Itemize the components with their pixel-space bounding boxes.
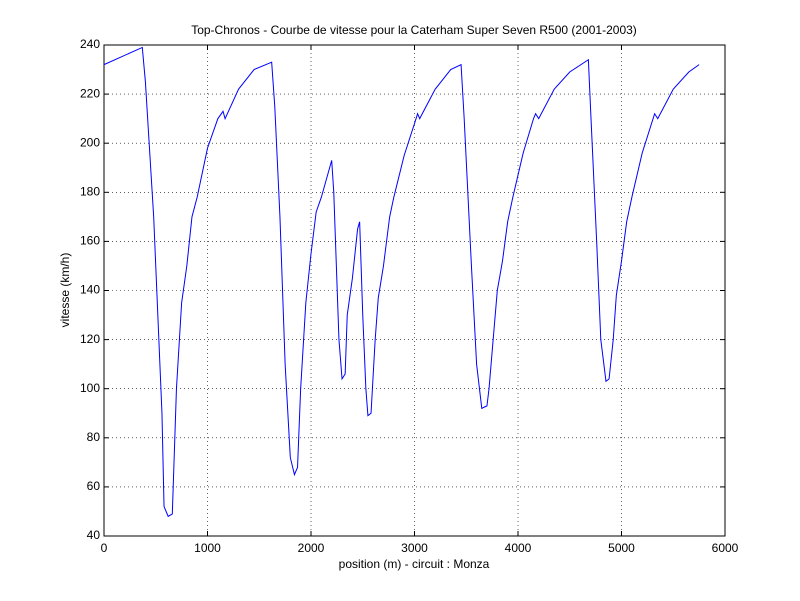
y-tick-label: 180 xyxy=(80,184,100,198)
x-tick-label: 3000 xyxy=(401,541,428,555)
x-tick-label: 4000 xyxy=(505,541,532,555)
y-tick-label: 80 xyxy=(87,430,101,444)
x-axis-label: position (m) - circuit : Monza xyxy=(339,557,490,571)
y-tick-label: 100 xyxy=(80,381,100,395)
chart-title: Top-Chronos - Courbe de vitesse pour la … xyxy=(191,23,637,37)
speed-line xyxy=(103,46,700,518)
plot-area xyxy=(104,45,725,536)
x-tick-label: 2000 xyxy=(298,541,325,555)
y-tick-label: 140 xyxy=(80,283,100,297)
y-tick-label: 240 xyxy=(80,37,100,51)
y-axis-label: vitesse (km/h) xyxy=(58,253,72,328)
y-tick-label: 120 xyxy=(80,332,100,346)
axes-box xyxy=(103,44,726,537)
x-tick-label: 1000 xyxy=(194,541,221,555)
y-tick-label: 220 xyxy=(80,86,100,100)
y-tick-label: 200 xyxy=(80,135,100,149)
y-tick-label: 60 xyxy=(87,479,101,493)
y-tick-label: 40 xyxy=(87,528,101,542)
x-tick-label: 6000 xyxy=(712,541,739,555)
x-tick-label: 5000 xyxy=(608,541,635,555)
x-tick-label: 0 xyxy=(101,541,108,555)
y-tick-label: 160 xyxy=(80,234,100,248)
